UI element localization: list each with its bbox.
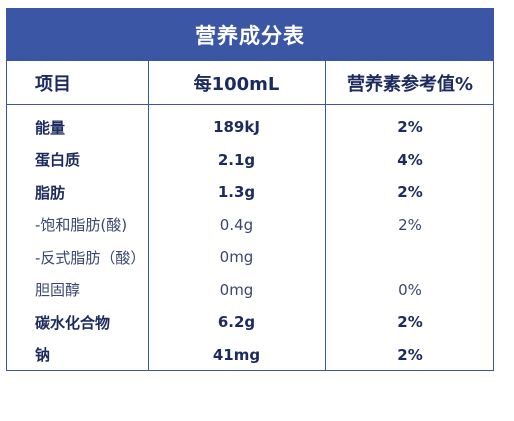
cell-value: 2.1g: [217, 150, 256, 169]
cell-value: 1.3g: [217, 183, 256, 201]
header-divider: [7, 104, 493, 105]
cell-value: 0mg: [219, 280, 254, 299]
cell-value: 2%: [397, 118, 423, 136]
nutrition-table: 营养成分表 项目 每100mL 营养素参考值% 能量 189kJ 2% 蛋白质 2.1g 4% 脂…: [6, 8, 494, 371]
row-label: -反式脂肪（酸）: [35, 248, 146, 267]
cell-value: 2%: [397, 183, 423, 201]
column-divider: [325, 61, 326, 370]
row-label: 能量: [35, 118, 66, 137]
row-label: 碳水化合物: [35, 313, 111, 332]
cell-value: 0.4g: [219, 215, 254, 234]
cell-value: 41mg: [212, 345, 261, 364]
cell-value: 189kJ: [213, 118, 260, 136]
cell-value: 6.2g: [217, 313, 256, 331]
column-header: 营养素参考值%: [346, 73, 474, 95]
cell-value: 0%: [398, 280, 422, 299]
row-label: 脂肪: [35, 183, 66, 202]
cell-value: 2%: [398, 215, 422, 234]
row-label: 胆固醇: [35, 281, 81, 299]
row-label: 蛋白质: [35, 151, 81, 169]
row-label: 钠: [35, 346, 51, 364]
row-label: -饱和脂肪(酸): [35, 216, 128, 234]
table-title: 营养成分表: [7, 9, 493, 61]
column-header: 项目: [35, 73, 71, 95]
cell-value: 2%: [397, 313, 423, 331]
cell-value: 0mg: [219, 248, 254, 266]
column-divider: [148, 61, 149, 370]
column-header: 每100mL: [193, 73, 280, 95]
cell-value: 4%: [397, 150, 423, 169]
cell-value: 2%: [397, 345, 423, 364]
